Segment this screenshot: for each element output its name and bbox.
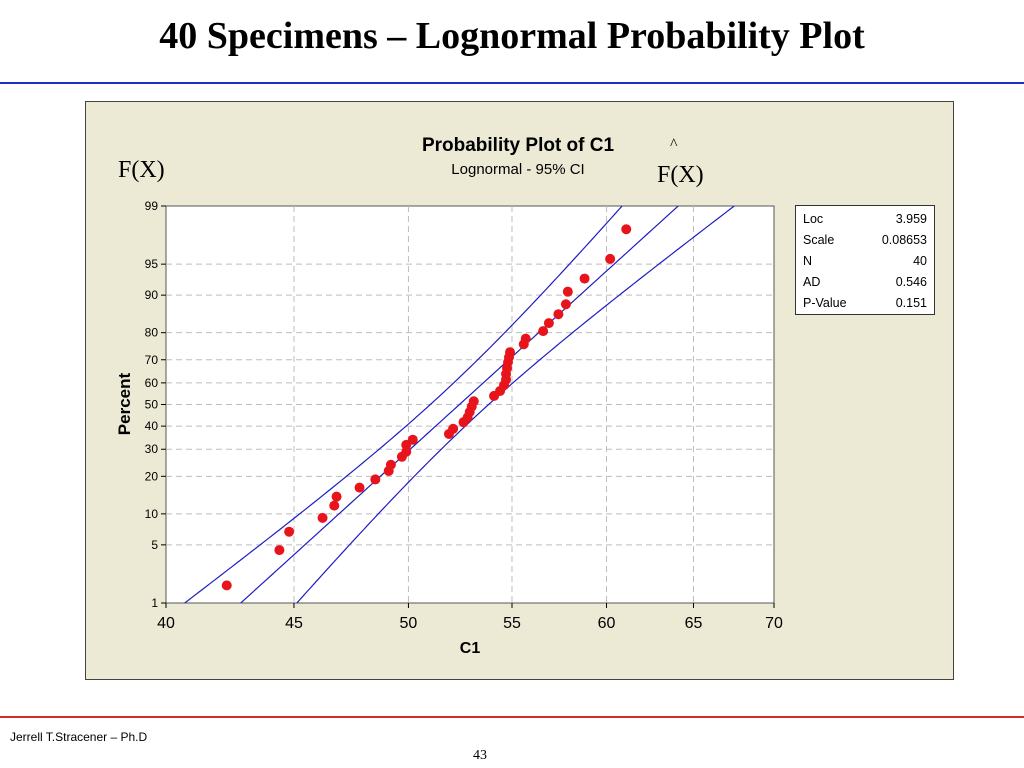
data-point (520, 333, 531, 344)
upper-confidence-band (183, 206, 623, 603)
lower-confidence-band (296, 206, 736, 603)
x-tick-label: 60 (598, 615, 616, 632)
stat-label: Loc (803, 212, 824, 226)
x-axis-label: C1 (460, 640, 481, 657)
y-tick-label: 99 (145, 199, 159, 213)
data-point (605, 253, 616, 264)
data-point (543, 318, 554, 329)
stat-label: AD (803, 275, 821, 289)
y-tick-label: 60 (145, 376, 159, 390)
data-point (274, 545, 285, 556)
data-point (553, 309, 564, 320)
stat-value: 3.959 (895, 212, 927, 226)
stat-row-loc: Loc 3.959 (803, 209, 927, 230)
fitted-line (239, 206, 680, 603)
stat-label: N (803, 254, 813, 268)
stat-value: 0.151 (895, 296, 927, 310)
y-tick-label: 90 (145, 288, 159, 302)
data-point (284, 526, 295, 537)
y-axis-label: Percent (115, 372, 134, 435)
fit-lines (183, 206, 736, 603)
data-point (329, 500, 340, 511)
data-point (468, 396, 479, 407)
y-tick-label: 50 (145, 398, 159, 412)
chart-title: Probability Plot of C1 (422, 135, 615, 156)
data-point (538, 326, 549, 337)
data-points (221, 224, 632, 591)
data-point (407, 434, 418, 445)
data-point (505, 347, 516, 358)
data-point (560, 299, 571, 310)
data-point (621, 224, 632, 235)
x-tick-label: 65 (685, 615, 703, 632)
x-tick-label: 70 (765, 615, 783, 632)
fx-annotation-right: F(X) (657, 162, 704, 188)
stat-row-pvalue: P-Value 0.151 (803, 293, 927, 314)
y-tick-label: 10 (145, 507, 159, 521)
data-point (317, 512, 328, 523)
stat-label: P-Value (803, 296, 847, 310)
stats-legend: Loc 3.959 Scale 0.08653 N 40 AD 0.546 P-Valu… (795, 205, 935, 315)
stat-label: Scale (803, 233, 835, 247)
data-point (385, 459, 396, 470)
data-point (354, 482, 365, 493)
stat-value: 0.08653 (881, 233, 927, 247)
y-tick-label: 70 (145, 353, 159, 367)
x-tick-label: 50 (400, 615, 418, 632)
y-tick-label: 20 (145, 469, 159, 483)
y-tick-label: 1 (151, 596, 158, 610)
fx-hat-annotation: ^ (670, 136, 678, 153)
data-point (221, 580, 232, 591)
data-point (370, 474, 381, 485)
footer-author: Jerrell T.Stracener – Ph.D (10, 730, 148, 744)
title-divider (0, 82, 1024, 84)
x-tick-label: 40 (157, 615, 175, 632)
fx-annotation-left: F(X) (118, 157, 165, 183)
data-point (331, 491, 342, 502)
stat-row-ad: AD 0.546 (803, 272, 927, 293)
x-tick-label: 55 (503, 615, 521, 632)
axes: 40 45 50 55 60 65 70 1 5 10 20 30 40 50 60 70 80 90 95 99 (145, 199, 783, 632)
stat-row-n: N 40 (803, 251, 927, 272)
y-tick-label: 40 (145, 419, 159, 433)
x-tick-label: 45 (285, 615, 303, 632)
page-number: 43 (473, 748, 487, 763)
stat-value: 0.546 (895, 275, 927, 289)
chart-subtitle: Lognormal - 95% CI (451, 161, 584, 178)
y-tick-label: 80 (145, 326, 159, 340)
stat-row-scale: Scale 0.08653 (803, 230, 927, 251)
y-tick-label: 95 (145, 257, 159, 271)
slide-title: 40 Specimens – Lognormal Probability Plo… (159, 15, 865, 57)
data-point (401, 446, 412, 457)
footer-divider (0, 716, 1024, 718)
y-tick-label: 30 (145, 442, 159, 456)
y-tick-label: 5 (151, 538, 158, 552)
data-point (448, 423, 459, 434)
stat-value: 40 (913, 254, 927, 268)
data-point (562, 286, 573, 297)
data-point (579, 273, 590, 284)
